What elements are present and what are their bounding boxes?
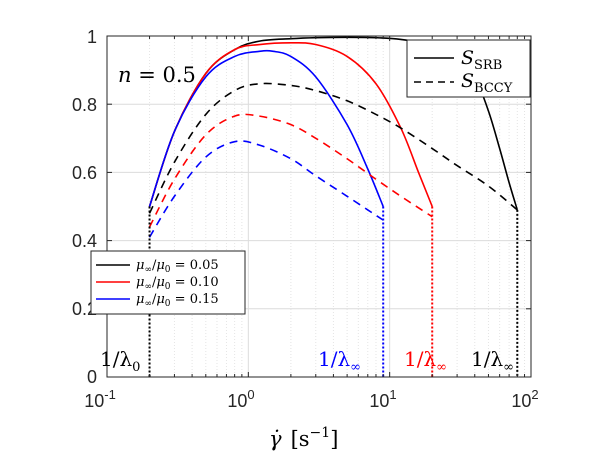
x-tick-exponent: 1 <box>389 387 396 402</box>
legend-mu-sub: 0 <box>165 299 171 309</box>
label-reciprocal: 1/ <box>100 347 120 371</box>
legend-symbol: S <box>461 70 474 92</box>
reference-line-labels: 1/λ0 1/λ∞ 1/λ∞ 1/λ∞ <box>100 347 514 375</box>
legend-mu: μ <box>136 275 144 290</box>
annotation-variable: n <box>118 63 132 87</box>
legend-entry-srb: SSRB <box>461 47 502 73</box>
label-reciprocal: 1/ <box>404 347 424 371</box>
x-tick-label: 10-1 <box>84 387 116 411</box>
plot-area-frame <box>106 35 532 378</box>
legend-entry-mu-0-05: μ∞/μ0 = 0.05 <box>136 258 219 275</box>
x-tick-exponent: 0 <box>247 387 254 402</box>
legend-equals: = <box>171 292 190 307</box>
y-tick-label: 0.4 <box>72 231 97 251</box>
legend-value: 0.10 <box>190 275 219 290</box>
y-tick-label: 0 <box>87 367 97 387</box>
x-axis-symbol: γ̇ <box>269 427 282 451</box>
legend-mu-sub: 0 <box>165 282 171 292</box>
legend-slash: / <box>152 275 157 290</box>
legend-subscript: SRB <box>474 58 502 73</box>
style-legend: SSRB SBCCY <box>406 39 531 98</box>
legend-slash: / <box>152 292 157 307</box>
lambda-inf-label-black: 1/λ∞ <box>471 347 514 375</box>
label-subscript: ∞ <box>350 360 361 375</box>
x-axis: 10-1 100 101 102 γ̇ [s−1] <box>84 387 538 451</box>
y-tick-label: 0.6 <box>72 163 97 183</box>
x-tick-exponent: 2 <box>531 387 538 402</box>
axis-ticks <box>106 35 531 378</box>
label-reciprocal: 1/ <box>318 347 338 371</box>
y-axis: 0 0.2 0.4 0.6 0.8 1 <box>72 27 97 387</box>
annotation-value: 0.5 <box>162 63 195 87</box>
y-tick-label: 1 <box>87 27 97 47</box>
label-reciprocal: 1/ <box>471 347 491 371</box>
x-axis-unit-close: ] <box>330 427 338 451</box>
annotation-equals: = <box>132 63 163 87</box>
label-lambda: λ <box>423 347 436 371</box>
series-line-1-solid <box>148 41 433 207</box>
legend-equals: = <box>171 275 190 290</box>
x-tick-label: 102 <box>511 387 538 411</box>
legend-value: 0.05 <box>190 258 219 273</box>
lambda-inf-label-red: 1/λ∞ <box>404 347 447 375</box>
legend-subscript: BCCY <box>474 81 513 96</box>
lambda-zero-label: 1/λ0 <box>100 347 140 375</box>
legend-mu-sub: ∞ <box>144 265 152 275</box>
legend-mu: μ <box>156 292 164 307</box>
legend-mu: μ <box>156 275 164 290</box>
series-line-3-dashed <box>148 82 518 214</box>
legend-entry-bccy: SBCCY <box>461 70 513 96</box>
x-axis-label: γ̇ [s−1] <box>269 425 338 451</box>
legend-value: 0.15 <box>190 292 219 307</box>
legend-symbol: S <box>461 47 474 69</box>
x-tick-label: 101 <box>369 387 396 411</box>
x-tick-base: 10 <box>227 391 247 411</box>
legend-equals: = <box>171 258 190 273</box>
legend-mu-sub: ∞ <box>144 299 152 309</box>
y-tick-label: 0.8 <box>72 95 97 115</box>
x-axis-unit-open: [s <box>291 427 310 451</box>
style-legend-box <box>406 39 531 98</box>
x-tick-base: 10 <box>369 391 389 411</box>
legend-entry-mu-0-10: μ∞/μ0 = 0.10 <box>136 275 219 292</box>
legend-mu: μ <box>136 292 144 307</box>
x-tick-label: 100 <box>227 387 254 411</box>
legend-mu-sub: 0 <box>165 265 171 275</box>
lambda-inf-label-blue: 1/λ∞ <box>318 347 361 375</box>
label-subscript: ∞ <box>503 360 514 375</box>
label-subscript: 0 <box>132 360 140 375</box>
legend-mu-sub: ∞ <box>144 282 152 292</box>
panel-annotation: n = 0.5 <box>118 63 196 87</box>
label-lambda: λ <box>337 347 350 371</box>
series-line-4-dashed <box>148 113 433 228</box>
color-legend: μ∞/μ0 = 0.05 μ∞/μ0 = 0.10 μ∞/μ0 = 0.15 <box>90 250 246 315</box>
label-lambda: λ <box>119 347 132 371</box>
series-line-5-dashed <box>148 140 384 238</box>
legend-entry-mu-0-15: μ∞/μ0 = 0.15 <box>136 292 219 309</box>
series-line-2-solid <box>148 49 384 207</box>
legend-mu: μ <box>156 258 164 273</box>
legend-mu: μ <box>136 258 144 273</box>
label-lambda: λ <box>490 347 503 371</box>
x-tick-base: 10 <box>84 391 104 411</box>
x-tick-base: 10 <box>511 391 531 411</box>
x-tick-exponent: -1 <box>104 387 116 402</box>
x-axis-unit-superscript: −1 <box>310 425 331 441</box>
label-subscript: ∞ <box>436 360 447 375</box>
legend-slash: / <box>152 258 157 273</box>
